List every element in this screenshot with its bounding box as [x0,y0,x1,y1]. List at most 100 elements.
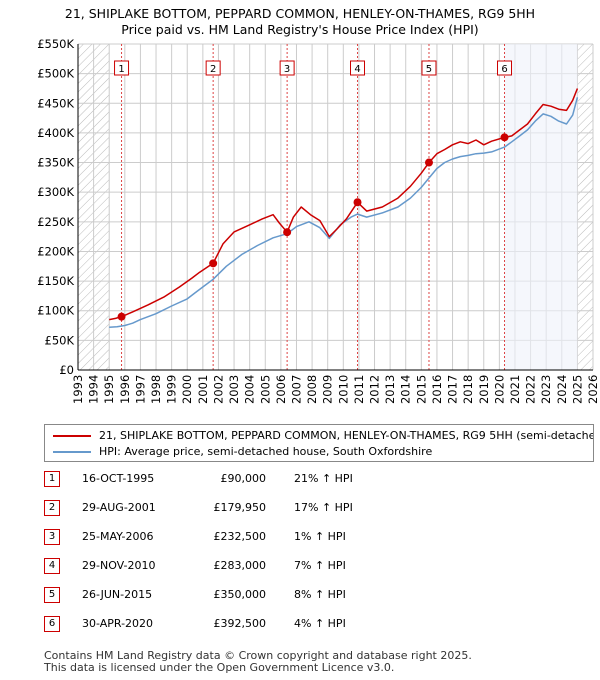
sale-row: 2 29-AUG-2001 £179,950 17% ↑ HPI [44,499,444,519]
x-tick-label: 2019 [477,375,491,404]
y-tick-label: £250K [37,215,74,229]
x-tick-label: 2001 [196,375,210,404]
x-tick-label: 2002 [211,375,225,404]
footer-line-1: Contains HM Land Registry data © Crown c… [44,649,472,662]
sale-label-text: 2 [210,64,216,75]
sale-hpi-diff: 4% ↑ HPI [294,617,346,630]
title-line-2: Price paid vs. HM Land Registry's House … [121,22,479,37]
footer-line-2: This data is licensed under the Open Gov… [44,661,395,674]
sale-row: 5 26-JUN-2015 £350,000 8% ↑ HPI [44,586,444,606]
x-tick-label: 2007 [289,375,303,404]
sale-price: £392,500 [213,617,267,630]
sale-point [424,158,433,167]
x-tick-label: 1996 [118,375,132,404]
y-tick-label: £550K [37,37,74,51]
footer: Contains HM Land Registry data © Crown c… [44,650,472,674]
sale-price: £350,000 [213,588,267,601]
x-tick-label: 2018 [461,375,475,404]
sale-number-badge: 2 [44,500,60,516]
sale-hpi-diff: 7% ↑ HPI [294,559,346,572]
sale-label-text: 1 [118,64,124,75]
sale-date: 25-MAY-2006 [82,530,154,543]
sale-label-box [350,60,366,76]
y-tick-label: £500K [37,67,74,81]
legend-swatch-property [53,435,91,437]
x-tick-label: 2009 [321,375,335,404]
sale-number-badge: 1 [44,471,60,487]
sale-number-badge: 3 [44,529,60,545]
sale-date: 29-AUG-2001 [82,501,156,514]
y-tick-label: £150K [37,274,74,288]
x-tick-label: 2014 [399,375,413,404]
x-tick-label: 2016 [430,375,444,404]
sale-hpi-diff: 1% ↑ HPI [294,530,346,543]
sale-label-box [205,60,221,76]
x-tick-label: 2026 [586,375,600,404]
sale-point [283,228,292,237]
x-tick-label: 2005 [258,375,272,404]
hatched-region [577,44,593,370]
sale-point [353,198,362,207]
y-tick-label: £400K [37,126,74,140]
x-tick-label: 2017 [446,375,460,404]
hpi-line [109,97,579,329]
sale-hpi-diff: 17% ↑ HPI [294,501,353,514]
sale-hpi-diff: 21% ↑ HPI [294,472,353,485]
y-tick-label: £100K [37,304,74,318]
sale-label-box [279,60,295,76]
x-tick-label: 1994 [87,375,101,404]
y-tick-label: £50K [45,333,75,347]
sale-point [500,133,509,142]
legend-swatch-hpi [53,451,91,453]
y-tick-label: £450K [37,96,74,110]
x-tick-label: 2024 [555,375,569,404]
x-tick-label: 2025 [570,375,584,404]
x-tick-label: 2015 [414,375,428,404]
sale-price: £90,000 [220,472,267,485]
x-tick-label: 1999 [165,375,179,404]
sale-label-box [114,60,130,76]
sale-label-box [497,60,513,76]
sale-date: 16-OCT-1995 [82,472,155,485]
title-line-1: 21, SHIPLAKE BOTTOM, PEPPARD COMMON, HEN… [64,6,536,21]
sale-row: 3 25-MAY-2006 £232,500 1% ↑ HPI [44,528,444,548]
legend-label-property: 21, SHIPLAKE BOTTOM, PEPPARD COMMON, HEN… [99,429,594,442]
x-tick-label: 2006 [274,375,288,404]
sale-label-text: 6 [501,64,507,75]
sale-price: £179,950 [213,501,267,514]
x-tick-label: 1997 [133,375,147,404]
sale-point [117,312,126,321]
x-tick-label: 2023 [539,375,553,404]
sale-date: 26-JUN-2015 [82,588,153,601]
sale-row: 6 30-APR-2020 £392,500 4% ↑ HPI [44,615,444,635]
sale-row: 1 16-OCT-1995 £90,000 21% ↑ HPI [44,470,444,490]
x-tick-label: 2022 [524,375,538,404]
y-tick-label: £0 [59,363,74,377]
price-chart: 1 2 3 4 5 6 £0 £50K £100K £150K £200K £250K £300K £35… [37,37,600,404]
property-price-line [109,88,579,321]
x-tick-label: 2004 [243,375,257,404]
sale-label-text: 3 [284,64,290,75]
x-tick-label: 2012 [368,375,382,404]
sale-number-badge: 5 [44,587,60,603]
x-tick-label: 2010 [336,375,350,404]
x-tick-label: 2021 [508,375,522,404]
x-tick-label: 2020 [492,375,506,404]
post-sale-shade [504,44,578,370]
sale-number-badge: 6 [44,616,60,632]
x-tick-label: 1993 [71,375,85,404]
chart-legend: 21, SHIPLAKE BOTTOM, PEPPARD COMMON, HEN… [44,424,594,462]
sale-label-box [421,60,437,76]
sale-row: 4 29-NOV-2010 £283,000 7% ↑ HPI [44,557,444,577]
x-tick-label: 2003 [227,375,241,404]
sale-label-text: 5 [426,64,432,75]
sale-date: 30-APR-2020 [82,617,154,630]
y-tick-label: £300K [37,185,74,199]
sale-hpi-diff: 8% ↑ HPI [294,588,346,601]
sale-price: £283,000 [213,559,267,572]
sale-date: 29-NOV-2010 [82,559,156,572]
x-tick-label: 2000 [180,375,194,404]
chart-title: 21, SHIPLAKE BOTTOM, PEPPARD COMMON, HEN… [0,6,600,38]
x-tick-label: 2008 [305,375,319,404]
sale-price: £232,500 [213,530,267,543]
